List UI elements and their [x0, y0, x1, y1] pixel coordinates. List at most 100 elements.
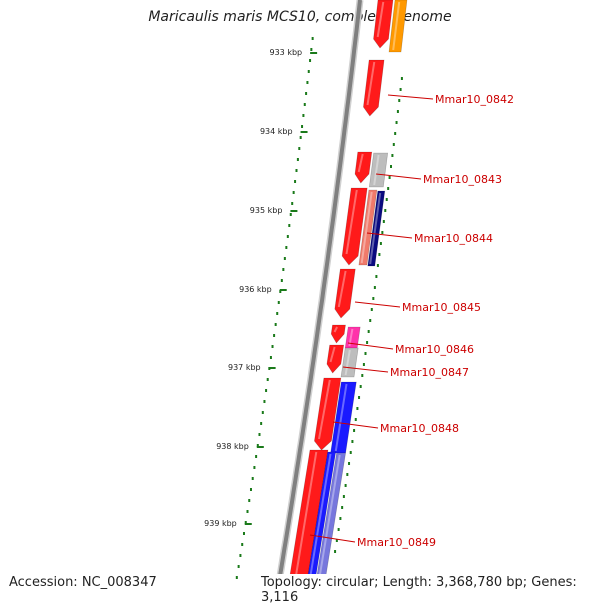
outer-tick: [392, 143, 395, 146]
outer-tick: [391, 154, 394, 157]
outer-tick: [361, 374, 364, 377]
scale-tick: [292, 191, 295, 194]
callout-line: [375, 173, 422, 180]
outer-tick: [394, 132, 397, 135]
outer-tick: [367, 330, 370, 333]
accession-label: Accession: NC_008347: [6, 574, 160, 591]
outer-tick: [395, 121, 398, 124]
gene-label: Mmar10_0845: [402, 301, 481, 314]
gene-feature-shine: [329, 346, 336, 363]
gene-feature-shine: [369, 192, 382, 265]
scale-tick: [302, 114, 305, 117]
scale-tick: [277, 301, 280, 304]
scale-tick: [296, 158, 299, 161]
outer-tick: [337, 528, 340, 531]
scale-label: 939 kbp: [204, 519, 237, 528]
outer-tick: [341, 506, 344, 509]
outer-tick: [398, 99, 401, 102]
scale-tick: [288, 224, 291, 227]
major-tick: [244, 523, 252, 525]
backbone-line: [274, 0, 362, 600]
scale-tick: [279, 290, 282, 293]
scale-tick: [306, 81, 309, 84]
gene-feature-shine: [345, 189, 358, 255]
scale-tick: [301, 125, 304, 128]
gene-callouts: Mmar10_0842 Mmar10_0843 Mmar10_0844 Mmar10_…: [309, 93, 514, 549]
outer-tick: [356, 407, 359, 410]
scale-tick: [237, 565, 240, 568]
gene-feature: [340, 347, 359, 378]
outer-tick: [378, 253, 381, 256]
gene-feature: [341, 187, 368, 266]
scale-tick: [273, 334, 276, 337]
scale-tick: [298, 147, 301, 150]
scale-label: 937 kbp: [228, 363, 261, 372]
gene-label: Mmar10_0842: [435, 93, 514, 106]
outer-tick: [376, 264, 379, 267]
scale-tick: [309, 59, 312, 62]
scale-tick: [258, 433, 261, 436]
scale-tick: [276, 312, 279, 315]
gene-feature-shine: [337, 270, 347, 308]
outer-tick: [364, 352, 367, 355]
scale-tick: [289, 213, 292, 216]
gene-feature: [388, 0, 408, 53]
scale-tick: [255, 455, 258, 458]
gene-feature: [367, 190, 386, 267]
outer-tick: [366, 341, 369, 344]
outer-tick: [344, 484, 347, 487]
scale-tick: [274, 323, 277, 326]
scale-tick: [283, 257, 286, 260]
gene-feature: [358, 189, 378, 266]
outer-tick: [388, 176, 391, 179]
scale-ticks: [235, 37, 403, 579]
outer-tick: [358, 396, 361, 399]
major-tick: [300, 131, 308, 133]
scale-tick: [249, 488, 252, 491]
scale-tick: [266, 378, 269, 381]
gene-features: [285, 0, 408, 600]
scale-tick: [299, 136, 302, 139]
outer-tick: [342, 495, 345, 498]
callout-line: [366, 232, 413, 239]
scale-tick: [248, 499, 251, 502]
gene-feature-shine: [333, 326, 338, 333]
outer-tick: [359, 385, 362, 388]
scale-tick: [310, 48, 313, 51]
gene-feature: [334, 268, 356, 319]
scale-tick: [311, 37, 314, 40]
topology-label: Topology: circular; Length: 3,368,780 bp…: [258, 574, 600, 606]
outer-tick: [362, 363, 365, 366]
major-tick: [279, 289, 287, 291]
outer-tick: [375, 275, 378, 278]
callout-line: [332, 421, 379, 429]
major-tick: [268, 367, 276, 369]
scale-tick: [251, 477, 254, 480]
scale-tick: [269, 356, 272, 359]
gene-feature-shine: [360, 191, 373, 264]
gene-feature-shine: [334, 383, 348, 452]
callout-line: [309, 534, 356, 543]
outer-tick: [372, 297, 375, 300]
gene-label: Mmar10_0847: [390, 366, 469, 379]
scale-label: 933 kbp: [270, 48, 303, 57]
outer-tick: [399, 88, 402, 91]
scale-tick: [244, 521, 247, 524]
scale-tick: [282, 268, 285, 271]
outer-tick: [353, 429, 356, 432]
gene-label: Mmar10_0844: [414, 232, 493, 245]
callout-line: [347, 342, 394, 350]
scale-label: 934 kbp: [260, 127, 293, 136]
outer-tick: [351, 440, 354, 443]
gene-feature: [363, 59, 385, 117]
outer-tick: [334, 550, 337, 553]
scale-tick: [291, 202, 294, 205]
scale-tick: [295, 169, 298, 172]
outer-tick: [349, 451, 352, 454]
scale-labels: 933 kbp 934 kbp 935 kbp 936 kbp 937 kbp 938 k…: [204, 48, 302, 528]
scale-tick: [235, 576, 238, 579]
scale-tick: [305, 92, 308, 95]
outer-tick: [348, 462, 351, 465]
scale-tick: [263, 400, 266, 403]
